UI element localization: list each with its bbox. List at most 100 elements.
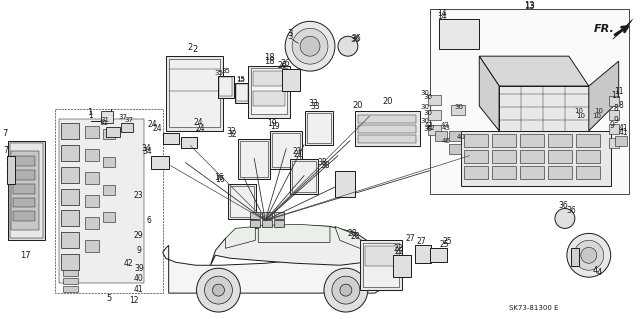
Polygon shape [163, 245, 380, 293]
Text: 37: 37 [118, 114, 127, 120]
Polygon shape [479, 56, 589, 86]
Bar [428, 110, 442, 120]
Polygon shape [335, 226, 365, 248]
Bar [101, 111, 113, 123]
Circle shape [555, 209, 575, 228]
Bar [576, 150, 600, 163]
Bar [103, 129, 115, 139]
Text: 41: 41 [619, 124, 628, 133]
Text: 4: 4 [596, 268, 602, 277]
Bar [238, 139, 270, 179]
Bar [151, 156, 169, 169]
Bar [520, 150, 544, 163]
Text: 30: 30 [423, 110, 432, 116]
Text: 24: 24 [196, 124, 205, 133]
Bar [236, 83, 250, 103]
Text: 36: 36 [351, 34, 361, 43]
Bar [262, 220, 272, 227]
Bar [228, 184, 256, 219]
Bar [360, 240, 402, 290]
Text: 2: 2 [187, 43, 192, 52]
Bar [292, 161, 316, 192]
Bar [230, 186, 254, 218]
Bar [55, 109, 163, 293]
Text: 10: 10 [577, 113, 586, 119]
Bar [548, 150, 572, 163]
Text: 1: 1 [88, 108, 93, 117]
Bar [61, 211, 79, 226]
Text: 22: 22 [394, 244, 403, 253]
Bar [274, 212, 284, 219]
Bar [85, 149, 99, 161]
Bar [520, 134, 544, 147]
Polygon shape [211, 226, 375, 265]
Bar [428, 125, 442, 135]
Bar [103, 185, 115, 195]
Text: 24: 24 [194, 118, 204, 127]
Bar [499, 86, 589, 131]
Text: 33: 33 [308, 100, 318, 108]
Bar [274, 220, 284, 227]
Text: 27: 27 [406, 234, 415, 243]
Bar [61, 232, 79, 248]
Text: 28: 28 [350, 232, 360, 241]
Bar [571, 248, 579, 266]
Bar [121, 123, 133, 132]
Text: 32: 32 [228, 130, 237, 139]
Text: 30: 30 [420, 90, 429, 96]
Bar [8, 156, 15, 184]
Bar [63, 286, 78, 292]
Bar [103, 212, 115, 222]
Bar [169, 59, 220, 127]
Text: 24: 24 [148, 120, 157, 130]
Text: 42: 42 [425, 122, 434, 128]
Text: 35: 35 [214, 70, 223, 76]
Bar [180, 137, 196, 148]
Circle shape [285, 21, 335, 71]
Bar [282, 69, 300, 91]
Bar [218, 76, 234, 98]
Text: 30: 30 [455, 104, 464, 110]
Bar [415, 245, 431, 263]
Text: 8: 8 [618, 101, 623, 110]
Text: 14: 14 [438, 12, 447, 21]
Text: 38: 38 [317, 158, 327, 167]
Text: 2: 2 [192, 45, 197, 54]
Circle shape [567, 234, 611, 277]
Bar [85, 172, 99, 184]
Bar [253, 91, 285, 106]
Bar [220, 77, 232, 96]
Text: 20: 20 [383, 98, 393, 107]
Polygon shape [479, 56, 499, 131]
Bar [63, 278, 78, 284]
Bar [270, 131, 302, 169]
Bar [13, 184, 35, 194]
Bar [106, 127, 120, 137]
Text: 27: 27 [417, 237, 426, 246]
Text: FR.: FR. [593, 24, 614, 34]
Bar [61, 145, 79, 161]
Bar [12, 151, 39, 230]
Bar [548, 134, 572, 147]
Bar [103, 157, 115, 167]
Text: 9: 9 [136, 246, 141, 255]
Bar [358, 125, 415, 133]
Text: 24: 24 [153, 124, 163, 133]
Text: 26: 26 [277, 61, 287, 70]
Bar [428, 95, 442, 105]
Text: 37: 37 [124, 117, 133, 123]
Text: 31: 31 [99, 120, 108, 126]
Text: 22: 22 [395, 247, 404, 256]
Polygon shape [225, 226, 255, 248]
Text: 40: 40 [457, 134, 466, 140]
Bar [252, 68, 287, 114]
Bar [262, 212, 272, 219]
Bar [13, 197, 35, 207]
Text: 10: 10 [595, 108, 604, 114]
Bar [609, 96, 619, 106]
Text: 10: 10 [592, 113, 601, 119]
Bar [8, 141, 45, 240]
Text: 15: 15 [236, 76, 244, 82]
Text: 19: 19 [270, 122, 280, 131]
Bar [449, 131, 461, 141]
